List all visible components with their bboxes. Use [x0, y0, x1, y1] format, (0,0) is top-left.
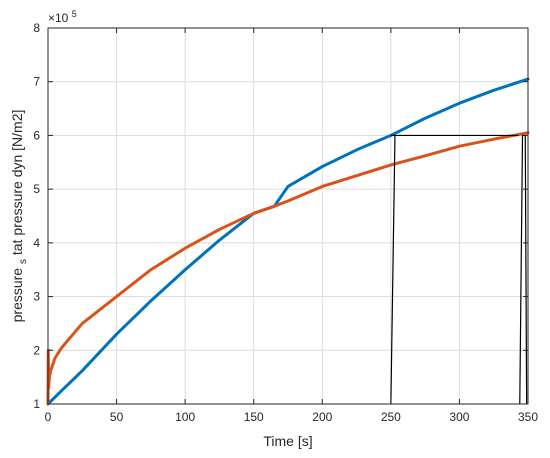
annotation-line-3 [519, 134, 528, 405]
plot-area-border [47, 27, 529, 405]
labels: ×10 5 Time [s] pressure s tat pressure d… [9, 9, 313, 449]
series-group [46, 77, 530, 406]
x-tick-label: 200 [312, 410, 332, 424]
annotation-group [390, 134, 528, 405]
y-tick-label: 2 [33, 343, 40, 357]
y-axis-label-part2: tat pressure dyn [N/m2] [9, 110, 25, 256]
x-axis-label: Time [s] [263, 433, 312, 449]
x-tick-label: 150 [244, 410, 264, 424]
y-exponent-power: 5 [72, 9, 77, 19]
x-tick-label: 100 [175, 410, 195, 424]
y-exponent-base: ×10 [48, 11, 69, 25]
y-tick-label: 6 [33, 128, 40, 142]
y-tick-label: 5 [33, 182, 40, 196]
y-tick-label: 7 [33, 75, 40, 89]
y-exponent-label: ×10 5 [48, 9, 77, 25]
annotation-line-1 [390, 135, 396, 405]
ticks: 0 50 100 150 200 250 300 350 1 2 3 4 5 6 7 8 [33, 21, 538, 424]
x-tick-label: 50 [110, 410, 124, 424]
y-axis-label: pressure s tat pressure dyn [N/m2] [9, 110, 29, 323]
grid [47, 27, 529, 405]
x-tick-label: 350 [518, 410, 538, 424]
y-tick-label: 3 [33, 290, 40, 304]
x-tick-label: 250 [381, 410, 401, 424]
y-tick-label: 4 [33, 236, 40, 250]
x-tick-label: 0 [45, 410, 52, 424]
x-tick-label: 300 [449, 410, 469, 424]
series-line-2 [46, 131, 530, 406]
y-tick-label: 8 [33, 21, 40, 35]
series-line-1 [46, 77, 530, 406]
y-axis-label-subscript: s [18, 259, 29, 264]
y-tick-label: 1 [33, 397, 40, 411]
y-axis-label-part1: pressure [9, 268, 25, 323]
